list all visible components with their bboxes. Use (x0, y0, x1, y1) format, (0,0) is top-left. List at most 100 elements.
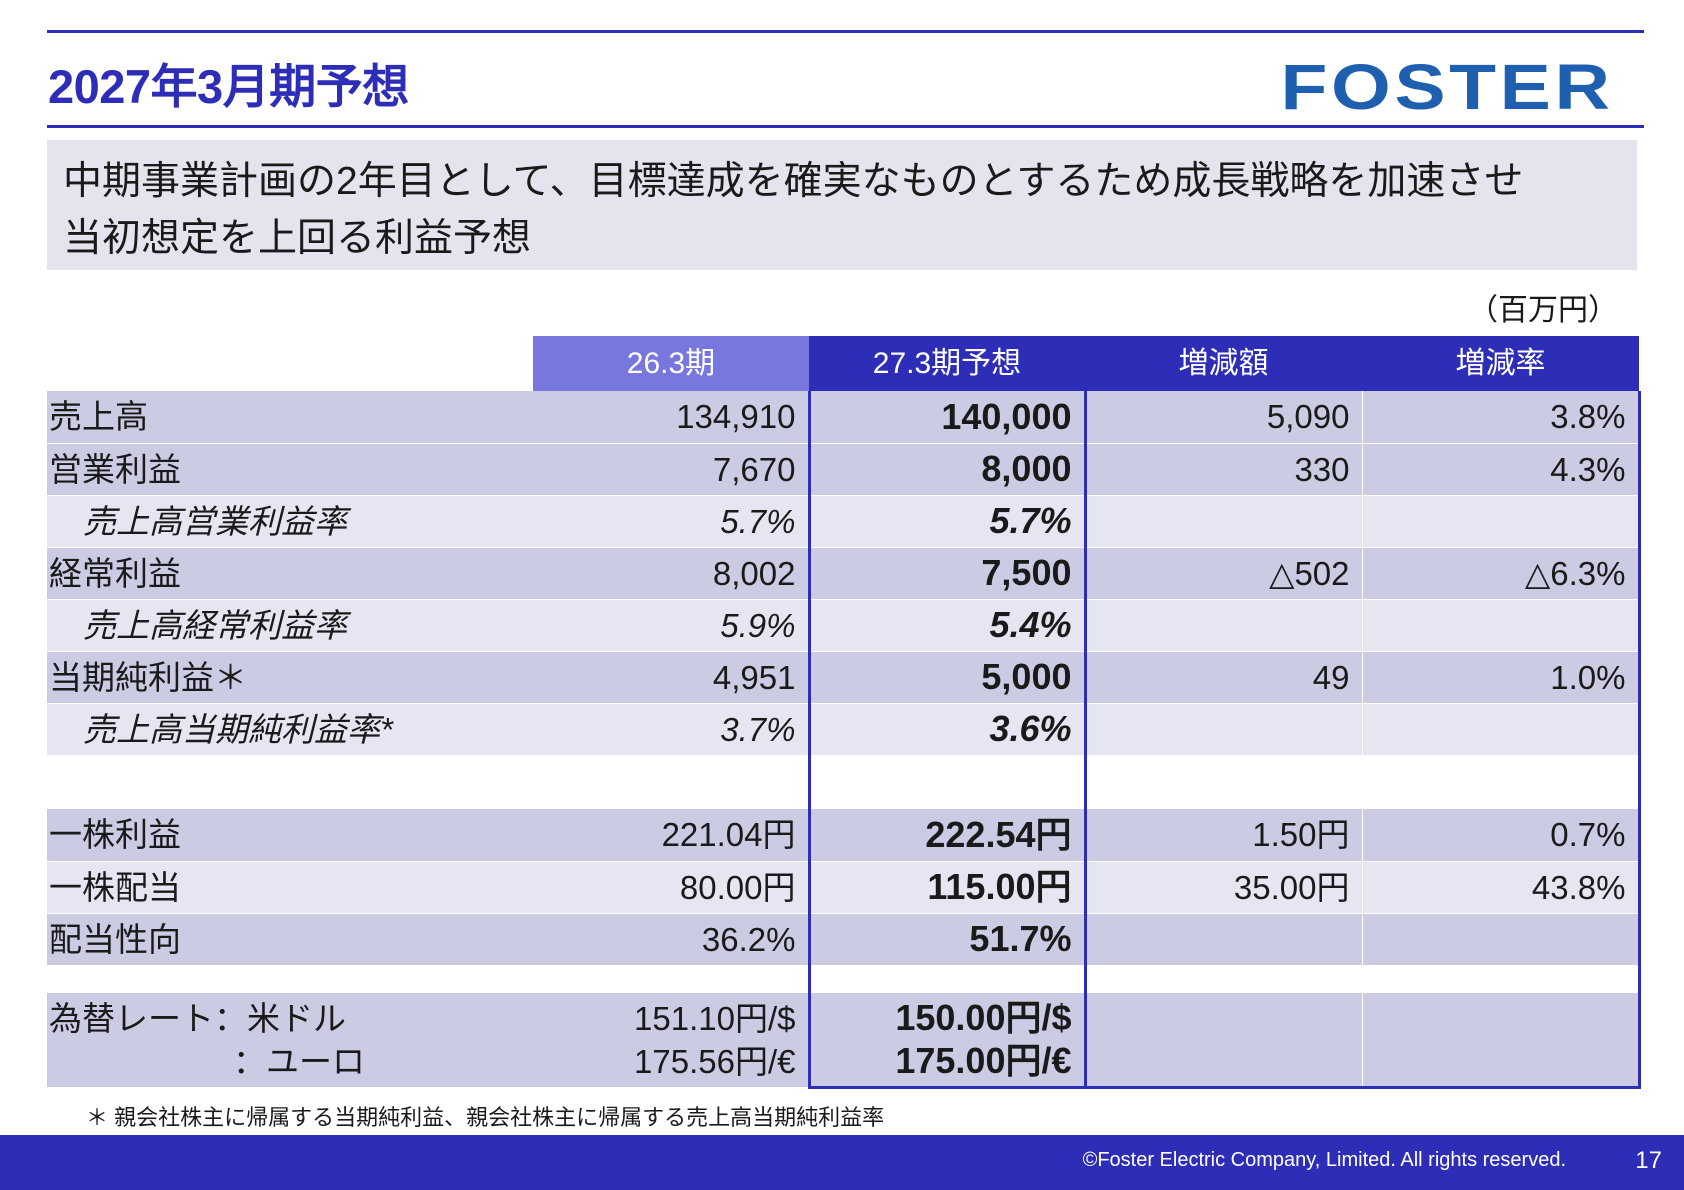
table-row: 売上高営業利益率 5.7% 5.7% (47, 495, 1641, 548)
prev-value: 7,670 (533, 443, 809, 496)
fx-prev-eur: 175.56円/€ (634, 1043, 796, 1080)
prev-value: 5.9% (533, 599, 809, 652)
copyright: ©Foster Electric Company, Limited. All r… (1082, 1149, 1566, 1171)
spacer-cell (1362, 965, 1641, 993)
fx-forecast-usd: 150.00円/$ (895, 997, 1072, 1039)
row-label: 経常利益 (47, 547, 533, 600)
prev-value: 221.04円 (533, 809, 809, 862)
fx-prev-usd: 151.10円/$ (634, 1000, 796, 1037)
spacer-cell (1085, 965, 1362, 993)
fx-forecast-eur: 175.00円/€ (895, 1040, 1072, 1082)
diff-value (1085, 703, 1362, 756)
table-row: 一株配当 80.00円 115.00円 35.00円 43.8% (47, 861, 1641, 914)
title-underline (47, 125, 1644, 128)
spacer-cell (533, 965, 809, 993)
fx-rate-row: 為替レート：米ドル ：ユーロ 151.10円/$ 175.56円/€ 150.0… (47, 993, 1641, 1089)
table-header-row: 26.3期 27.3期予想 増減額 増減率 (47, 336, 1639, 391)
spacer-row (47, 965, 1641, 993)
row-label: 売上高 (47, 391, 533, 444)
footer-bar: ©Foster Electric Company, Limited. All r… (0, 1135, 1684, 1190)
diff-value (1085, 913, 1362, 966)
fx-diff-cell (1084, 993, 1362, 1089)
foster-logo: FOSTER (1280, 51, 1614, 123)
rate-value (1361, 703, 1641, 756)
rate-value (1361, 495, 1641, 548)
spacer-cell (807, 965, 1087, 993)
fx-label-eur: ：ユーロ (233, 1043, 365, 1080)
spacer-row (47, 755, 1641, 809)
page-title: 2027年3月期予想 (48, 60, 409, 113)
forecast-value: 8,000 (807, 443, 1087, 496)
table-row: 売上高当期純利益率* 3.7% 3.6% (47, 703, 1641, 756)
prev-value: 3.7% (533, 703, 809, 756)
forecast-value: 222.54円 (807, 809, 1087, 862)
forecast-value: 5,000 (807, 651, 1087, 704)
row-label: 営業利益 (47, 443, 533, 496)
forecast-value: 140,000 (807, 391, 1087, 444)
forecast-value: 7,500 (807, 547, 1087, 600)
table-row: 経常利益 8,002 7,500 △502 △6.3% (47, 547, 1641, 600)
prev-value: 4,951 (533, 651, 809, 704)
page-number: 17 (1635, 1147, 1662, 1174)
diff-value (1085, 495, 1362, 548)
row-label: 売上高営業利益率 (47, 495, 533, 548)
fx-forecast-cell: 150.00円/$ 175.00円/€ (807, 993, 1087, 1089)
subtitle-line-1: 中期事業計画の2年目として、目標達成を確実なものとするため成長戦略を加速させ (63, 160, 1524, 203)
table-row: 売上高 134,910 140,000 5,090 3.8% (47, 391, 1641, 444)
table-row: 配当性向 36.2% 51.7% (47, 913, 1641, 966)
fx-rate-cell (1361, 993, 1641, 1089)
forecast-table: 26.3期 27.3期予想 増減額 増減率 売上高 134,910 140,00… (47, 336, 1641, 1089)
fx-prev-cell: 151.10円/$ 175.56円/€ (533, 993, 809, 1087)
diff-value: 1.50円 (1085, 809, 1362, 862)
row-label: 配当性向 (47, 913, 533, 966)
spacer-cell (1085, 755, 1362, 809)
forecast-value: 3.6% (807, 703, 1087, 756)
header-blank (47, 336, 533, 391)
table-row: 売上高経常利益率 5.9% 5.4% (47, 599, 1641, 652)
rate-value: 3.8% (1361, 391, 1641, 444)
forecast-value: 115.00円 (807, 861, 1087, 914)
row-label: 売上高経常利益率 (47, 599, 533, 652)
spacer-cell (47, 755, 533, 809)
row-label: 一株配当 (47, 861, 533, 914)
header-prev-period: 26.3期 (533, 336, 809, 391)
rate-value: 0.7% (1361, 809, 1641, 862)
table-row: 営業利益 7,670 8,000 330 4.3% (47, 443, 1641, 496)
spacer-cell (533, 755, 809, 809)
rate-value (1361, 599, 1641, 652)
diff-value (1085, 599, 1362, 652)
subtitle-box: 中期事業計画の2年目として、目標達成を確実なものとするため成長戦略を加速させ 当… (47, 140, 1637, 270)
footnote: ＊ 親会社株主に帰属する当期純利益、親会社株主に帰属する売上高当期純利益率 (86, 1105, 885, 1130)
spacer-cell (47, 965, 533, 993)
diff-value: △502 (1085, 547, 1362, 600)
rate-value: 4.3% (1361, 443, 1641, 496)
row-label: 一株利益 (47, 809, 533, 862)
table-row: 当期純利益＊ 4,951 5,000 49 1.0% (47, 651, 1641, 704)
prev-value: 80.00円 (533, 861, 809, 914)
subtitle-line-2: 当初想定を上回る利益予想 (63, 217, 532, 260)
prev-value: 8,002 (533, 547, 809, 600)
rate-value: 43.8% (1361, 861, 1641, 914)
header-change-amount: 増減額 (1085, 336, 1362, 391)
fx-label-cell: 為替レート：米ドル ：ユーロ (47, 993, 533, 1087)
prev-value: 134,910 (533, 391, 809, 444)
forecast-value: 5.4% (807, 599, 1087, 652)
row-label: 売上高当期純利益率* (47, 703, 533, 756)
diff-value: 49 (1085, 651, 1362, 704)
spacer-cell (1362, 755, 1641, 809)
forecast-value: 5.7% (807, 495, 1087, 548)
rate-value (1361, 913, 1641, 966)
top-rule (47, 30, 1644, 33)
forecast-value: 51.7% (807, 913, 1087, 966)
diff-value: 5,090 (1085, 391, 1362, 444)
table-row: 一株利益 221.04円 222.54円 1.50円 0.7% (47, 809, 1641, 862)
header-forecast: 27.3期予想 (809, 336, 1085, 391)
spacer-cell (807, 755, 1087, 809)
rate-value: 1.0% (1361, 651, 1641, 704)
unit-label: （百万円） (1468, 294, 1618, 327)
diff-value: 330 (1085, 443, 1362, 496)
diff-value: 35.00円 (1085, 861, 1362, 914)
prev-value: 36.2% (533, 913, 809, 966)
rate-value: △6.3% (1361, 547, 1641, 600)
fx-label-usd: 為替レート：米ドル (49, 1000, 346, 1037)
